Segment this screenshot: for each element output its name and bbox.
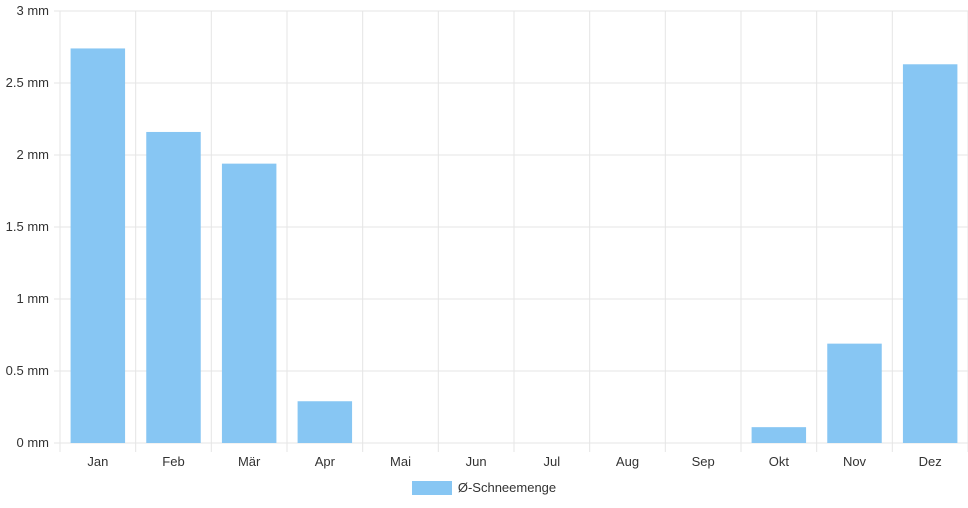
y-tick-label: 3 mm — [17, 3, 50, 18]
y-tick-label: 0.5 mm — [6, 363, 49, 378]
x-tick-label: Mai — [390, 454, 411, 469]
legend-label: Ø-Schneemenge — [457, 480, 557, 495]
bar-dez — [902, 64, 958, 443]
x-tick-label: Apr — [315, 454, 336, 469]
x-tick-label: Mär — [238, 454, 261, 469]
x-tick-label: Okt — [769, 454, 790, 469]
bar-feb — [146, 131, 201, 443]
legend-swatch — [411, 480, 452, 495]
bar-mär — [221, 163, 277, 443]
x-tick-label: Dez — [919, 454, 942, 469]
bar-nov — [827, 343, 882, 443]
x-tick-label: Jun — [466, 454, 487, 469]
bar-apr — [297, 401, 353, 443]
x-tick-label: Aug — [616, 454, 639, 469]
y-tick-label: 1 mm — [17, 291, 50, 306]
y-axis: 0 mm 0.5 mm 1 mm 1.5 mm 2 mm 2.5 mm 3 mm — [6, 3, 49, 450]
y-tick-label: 0 mm — [17, 435, 50, 450]
y-tick-label: 2 mm — [17, 147, 50, 162]
grid-layer — [54, 10, 968, 452]
bars-layer — [70, 48, 958, 443]
x-tick-label: Jul — [544, 454, 561, 469]
y-tick-label: 2.5 mm — [6, 75, 49, 90]
y-tick-label: 1.5 mm — [6, 219, 49, 234]
x-tick-label: Sep — [692, 454, 715, 469]
bar-okt — [751, 427, 807, 443]
x-tick-label: Nov — [843, 454, 867, 469]
bar-jan — [70, 48, 126, 443]
x-axis: Jan Feb Mär Apr Mai Jun Jul Aug Sep Okt Nov Dez — [87, 454, 941, 469]
x-tick-label: Jan — [87, 454, 108, 469]
x-tick-label: Feb — [162, 454, 184, 469]
legend[interactable]: Ø-Schneemenge — [0, 480, 968, 495]
